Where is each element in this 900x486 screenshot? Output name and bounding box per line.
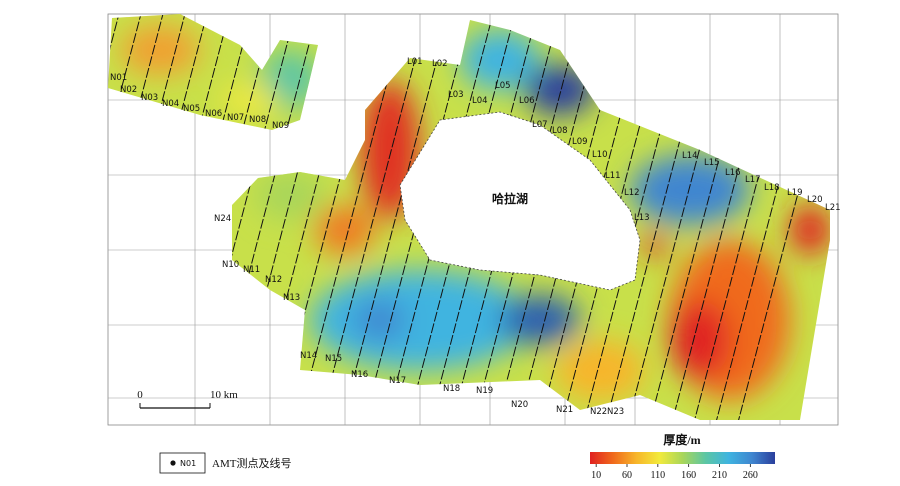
line-label: N06 <box>205 109 222 119</box>
line-label: N23 <box>607 407 624 417</box>
colorbar-tick-label: 160 <box>681 470 696 481</box>
line-label: L04 <box>472 96 488 106</box>
colorbar-tick-label: 260 <box>743 470 758 481</box>
line-label: N15 <box>325 354 342 364</box>
line-label: N01 <box>110 73 127 83</box>
line-label: N07 <box>227 113 244 123</box>
line-label: L09 <box>572 137 588 147</box>
scale-start: 0 <box>137 389 143 401</box>
line-label: L13 <box>634 213 650 223</box>
line-label: N09 <box>272 121 289 131</box>
legend: N01 AMT测点及线号 <box>159 452 291 474</box>
line-label: N03 <box>141 93 158 103</box>
lake <box>399 111 641 291</box>
line-label: L02 <box>432 59 448 69</box>
line-label: L21 <box>825 203 841 213</box>
line-label: L14 <box>682 151 698 161</box>
line-label: N02 <box>120 85 137 95</box>
colorbar-tick-label: 60 <box>622 470 632 481</box>
legend-text: AMT测点及线号 <box>212 456 291 470</box>
line-label: L12 <box>624 188 640 198</box>
line-label: L05 <box>495 81 511 91</box>
legend-symbol-label: N01 <box>180 459 196 468</box>
line-label: L18 <box>764 183 780 193</box>
line-label: L20 <box>807 195 823 205</box>
line-label: L11 <box>605 171 621 181</box>
line-label: N14 <box>300 351 317 361</box>
line-label: L16 <box>725 168 741 178</box>
line-label: N13 <box>283 293 300 303</box>
survey-line <box>317 14 429 420</box>
line-label: L07 <box>532 120 548 130</box>
line-label: N05 <box>183 104 200 114</box>
line-label: N19 <box>476 386 493 396</box>
line-label: N17 <box>389 376 406 386</box>
line-label: N12 <box>265 275 282 285</box>
line-label: N10 <box>222 260 239 270</box>
line-label: L17 <box>745 175 761 185</box>
colorbar-tick-label: 110 <box>651 470 666 481</box>
scale-bar: 0 10 km <box>137 389 238 409</box>
survey-line <box>339 14 451 420</box>
line-label: N11 <box>243 265 260 275</box>
colorbar-ramp <box>590 452 775 464</box>
line-label: N08 <box>249 115 266 125</box>
line-label: L10 <box>592 150 608 160</box>
colorbar-tick-label: 210 <box>712 470 727 481</box>
line-label: N04 <box>162 99 179 109</box>
line-label: N24 <box>214 214 231 224</box>
line-label: L06 <box>519 96 535 106</box>
line-label: L19 <box>787 188 803 198</box>
line-label: L15 <box>704 158 720 168</box>
colorbar-title: 厚度/m <box>663 432 700 447</box>
line-label: N18 <box>443 384 460 394</box>
map-frame <box>107 13 839 426</box>
lake-name: 哈拉湖 <box>492 191 528 206</box>
colorbar-tick-label: 10 <box>591 470 601 481</box>
line-label: N21 <box>556 405 573 415</box>
line-label: N22 <box>590 407 607 417</box>
survey-line <box>108 14 143 420</box>
line-label: L01 <box>407 57 423 67</box>
line-label: N20 <box>511 400 528 410</box>
scale-end: 10 km <box>210 389 238 401</box>
line-label: L03 <box>448 90 464 100</box>
survey-line <box>108 14 121 420</box>
line-label: N16 <box>351 370 368 380</box>
colorbar: 厚度/m 10 60 110 160 210 260 <box>590 432 775 481</box>
line-label: L08 <box>552 126 568 136</box>
